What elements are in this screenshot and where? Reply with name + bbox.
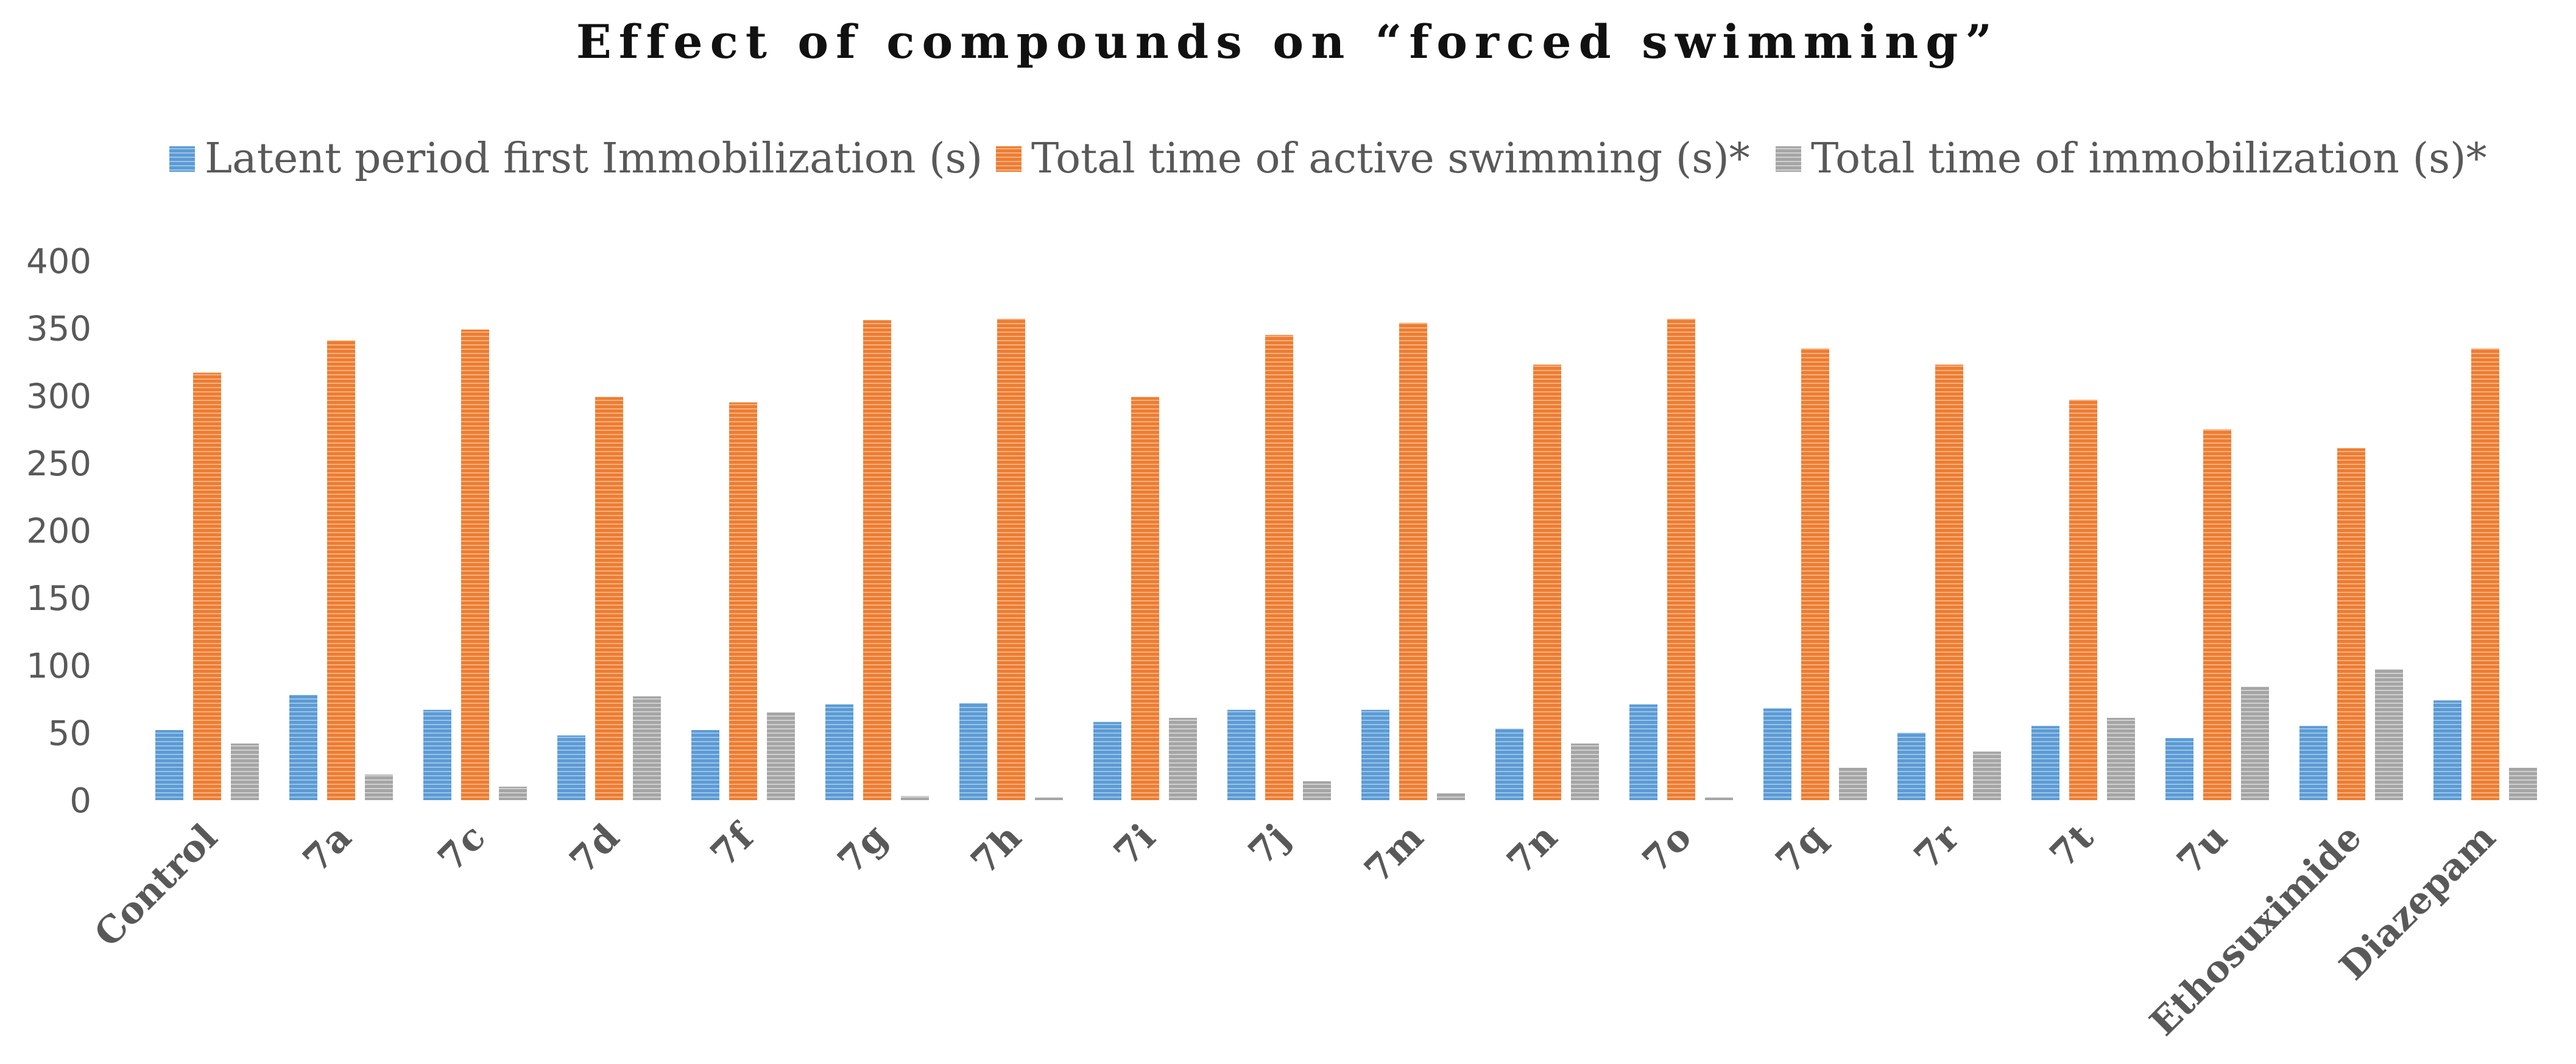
chart-legend: Latent period first Immobilization (s) T…: [169, 135, 2487, 183]
x-tick-label-7t: 7t: [2042, 816, 2102, 876]
bar-7h-immobilization: [1035, 797, 1063, 800]
legend-item-immobilization: Total time of immobilization (s)*: [1776, 135, 2487, 183]
legend-label-latent-period: Latent period first Immobilization (s): [205, 135, 983, 183]
y-tick-label-250: 250: [26, 444, 91, 484]
bar-7g-immobilization: [901, 796, 929, 800]
y-tick-label-50: 50: [48, 714, 91, 753]
bar-control-immobilization: [231, 743, 259, 800]
bar-7n-immobilization: [1571, 743, 1599, 800]
x-tick-label-7o: 7o: [1634, 816, 1699, 881]
bar-7c-active-swimming: [461, 329, 489, 800]
x-tick-label-7i: 7i: [1106, 816, 1163, 874]
bar-7g-active-swimming: [863, 320, 891, 800]
bar-7j-latent-period: [1227, 709, 1255, 800]
bar-7r-latent-period: [1897, 732, 1925, 800]
bar-7i-latent-period: [1093, 722, 1121, 800]
bar-7i-immobilization: [1169, 718, 1197, 800]
bar-7f-active-swimming: [729, 402, 757, 800]
bar-7g-latent-period: [825, 704, 853, 800]
legend-swatch-latent-period: [169, 146, 195, 172]
bars-group: [155, 319, 2537, 800]
bar-control-latent-period: [155, 730, 183, 800]
bar-7a-active-swimming: [327, 340, 355, 800]
y-tick-label-150: 150: [26, 579, 91, 619]
legend-swatch-immobilization: [1776, 146, 1801, 172]
bar-7c-immobilization: [499, 786, 527, 800]
x-tick-label-7f: 7f: [702, 814, 763, 875]
x-tick-label-7r: 7r: [1906, 815, 1968, 878]
bar-7r-active-swimming: [1935, 364, 1963, 800]
bar-7u-active-swimming: [2203, 429, 2231, 800]
bar-7j-active-swimming: [1265, 335, 1293, 800]
x-tick-label-control: Control: [86, 816, 226, 956]
bar-7h-latent-period: [959, 703, 987, 800]
y-tick-label-300: 300: [26, 377, 91, 416]
bar-7o-active-swimming: [1667, 319, 1695, 800]
bar-7t-latent-period: [2031, 726, 2059, 800]
bar-diazepam-immobilization: [2509, 767, 2537, 800]
bar-7o-immobilization: [1705, 797, 1733, 800]
y-tick-label-100: 100: [26, 647, 91, 686]
bar-ethosuximide-active-swimming: [2337, 448, 2365, 800]
x-tick-label-7c: 7c: [430, 816, 494, 880]
bar-7a-immobilization: [365, 775, 393, 800]
bar-diazepam-latent-period: [2433, 700, 2461, 800]
bar-7j-immobilization: [1303, 781, 1331, 800]
legend-label-immobilization: Total time of immobilization (s)*: [1811, 135, 2487, 183]
bar-7u-immobilization: [2241, 687, 2269, 800]
x-tick-label-7a: 7a: [295, 816, 360, 881]
bar-7q-active-swimming: [1801, 348, 1829, 800]
legend-label-active-swimming: Total time of active swimming (s)*: [1031, 135, 1750, 183]
legend-item-latent-period: Latent period first Immobilization (s): [169, 135, 983, 183]
bar-7f-immobilization: [767, 712, 795, 800]
bar-ethosuximide-latent-period: [2299, 726, 2327, 800]
bar-7q-latent-period: [1763, 708, 1791, 800]
bar-7m-immobilization: [1437, 793, 1465, 800]
bar-control-active-swimming: [193, 372, 221, 800]
bar-7d-active-swimming: [595, 397, 623, 800]
x-tick-label-7j: 7j: [1240, 816, 1297, 873]
bar-7r-immobilization: [1973, 751, 2001, 800]
bar-7q-immobilization: [1839, 767, 1867, 800]
x-tick-label-7h: 7h: [963, 816, 1030, 883]
bar-7n-latent-period: [1495, 728, 1523, 800]
legend-item-active-swimming: Total time of active swimming (s)*: [996, 135, 1750, 183]
bar-7i-active-swimming: [1131, 397, 1159, 800]
x-tick-label-7d: 7d: [562, 816, 628, 882]
bar-7d-immobilization: [633, 696, 661, 800]
y-tick-label-200: 200: [26, 512, 91, 552]
x-tick-label-7m: 7m: [1357, 816, 1432, 892]
bar-7t-immobilization: [2107, 718, 2135, 800]
bar-7f-latent-period: [691, 730, 719, 800]
bar-7n-active-swimming: [1533, 364, 1561, 800]
bar-7o-latent-period: [1629, 704, 1657, 800]
x-tick-label-7g: 7g: [830, 816, 896, 882]
bar-diazepam-active-swimming: [2471, 348, 2499, 800]
bar-7c-latent-period: [423, 709, 451, 800]
bar-7u-latent-period: [2165, 738, 2193, 800]
chart-title: Effect of compounds on “forced swimming”: [576, 15, 1999, 69]
bar-7m-latent-period: [1361, 709, 1389, 800]
x-tick-label-7q: 7q: [1768, 816, 1834, 882]
y-tick-label-350: 350: [26, 310, 91, 349]
bar-7a-latent-period: [289, 695, 317, 800]
x-axis: Control 7a 7c 7d 7f 7g 7h 7i 7j 7m 7n 7o 7q 7r 7t 7uEth…: [86, 814, 2504, 1044]
y-tick-label-0: 0: [69, 781, 91, 821]
y-axis: 0 50 100 150 200 250 300 350 400: [26, 242, 91, 821]
bar-7h-active-swimming: [997, 319, 1025, 800]
x-tick-label-7u: 7u: [2169, 816, 2236, 883]
x-tick-label-7n: 7n: [1499, 816, 1566, 883]
bar-7t-active-swimming: [2069, 399, 2097, 800]
bar-7m-active-swimming: [1399, 322, 1427, 800]
bar-ethosuximide-immobilization: [2375, 669, 2403, 800]
y-tick-label-400: 400: [26, 242, 91, 282]
bar-7d-latent-period: [557, 735, 585, 800]
legend-swatch-active-swimming: [996, 146, 1022, 172]
